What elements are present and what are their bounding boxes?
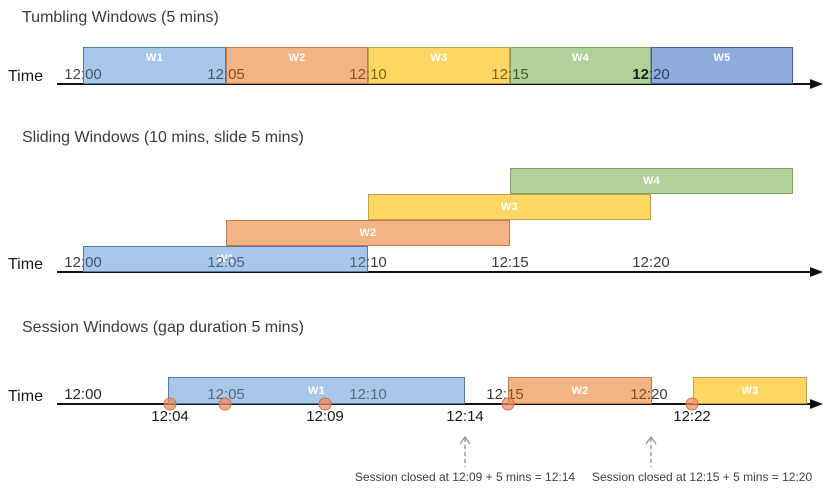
tick-part: :20 <box>648 66 670 83</box>
tick-part: :00 <box>80 66 102 83</box>
tick-part: 12 <box>207 254 224 271</box>
sliding-timeline-arrow-icon <box>810 267 823 277</box>
tick-part: :00 <box>80 254 102 271</box>
tick-label: 12:10 <box>349 386 387 404</box>
session-close-note: Session closed at 12:09 + 5 mins = 12:14 <box>354 470 576 484</box>
window-label: W1 <box>216 253 235 265</box>
tick-part: 12 <box>632 66 649 83</box>
session-timeline-arrow-icon <box>810 399 823 409</box>
sliding-window-w2: W2 <box>226 220 510 246</box>
event-dot <box>318 397 332 411</box>
tick-part: 12 <box>630 386 647 403</box>
tick-label: 12:20 <box>632 66 670 84</box>
session-window-w1: W1 <box>168 377 465 404</box>
tick-part: 12 <box>64 254 81 271</box>
event-dot <box>218 397 232 411</box>
tick-part: :20 <box>646 386 668 403</box>
tick-part: 12 <box>64 66 81 83</box>
event-dot <box>501 397 515 411</box>
tumbling-window-w4: W4 <box>510 47 651 84</box>
window-label: W2 <box>288 52 306 64</box>
tick-part: 12 <box>349 386 366 403</box>
sliding-window-w1: W1 <box>83 246 368 272</box>
tick-part: :05 <box>223 254 245 271</box>
tick-part: :15 <box>507 66 529 83</box>
tick-label: 12:10 <box>349 66 387 84</box>
event-time-label: 12:09 <box>306 408 344 425</box>
tick-part: 12 <box>207 66 224 83</box>
event-dot <box>685 397 699 411</box>
tick-label: 12:15 <box>491 66 529 84</box>
sliding-window-w4: W4 <box>510 168 793 194</box>
tick-part: 12 <box>491 66 508 83</box>
tumbling-timeline <box>57 83 812 85</box>
event-time-label: 12:14 <box>446 408 484 425</box>
window-label: W2 <box>571 384 589 397</box>
window-label: W2 <box>359 227 377 239</box>
tumbling-window-w1: W1 <box>83 47 226 84</box>
tick-part: :10 <box>365 66 387 83</box>
tumbling-window-w2: W2 <box>226 47 368 84</box>
window-label: W4 <box>571 52 590 64</box>
event-time-label: 12:22 <box>673 408 711 425</box>
tick-part: 12 <box>349 254 366 271</box>
tumbling-title: Tumbling Windows (5 mins) <box>22 9 219 26</box>
tick-label: 12:05 <box>207 66 245 84</box>
tick-label: 12:00 <box>64 386 102 404</box>
event-time-label: 12:04 <box>151 408 189 425</box>
tick-part: :10 <box>365 254 387 271</box>
tumbling-window-w3: W3 <box>368 47 510 84</box>
tick-part: :20 <box>648 254 670 271</box>
tick-label: 12:15 <box>491 254 529 272</box>
sliding-title: Sliding Windows (10 mins, slide 5 mins) <box>22 129 304 146</box>
sliding-timeline <box>57 271 812 273</box>
sliding-time-label: Time <box>8 256 43 273</box>
event-dot <box>163 397 177 411</box>
tick-part: :15 <box>507 254 529 271</box>
tick-part: 12 <box>486 386 503 403</box>
window-label: W3 <box>430 52 448 64</box>
session-time-label: Time <box>8 388 43 405</box>
annotation-up-arrow-icon <box>459 435 471 467</box>
session-close-note: Session closed at 12:15 + 5 mins = 12:20 <box>592 470 813 484</box>
tumbling-timeline-arrow-icon <box>810 79 823 89</box>
tick-label: 12:10 <box>349 254 387 272</box>
window-label: W1 <box>145 52 164 64</box>
window-label: W4 <box>642 175 661 187</box>
window-label: W3 <box>500 201 519 213</box>
window-label: W3 <box>741 384 759 397</box>
session-window-w3: W3 <box>693 377 807 404</box>
tick-label: 12:20 <box>630 386 668 404</box>
annotation-up-arrow-icon <box>645 435 657 467</box>
session-timeline <box>57 403 812 405</box>
tick-label: 12:20 <box>632 254 670 272</box>
sliding-window-w3: W3 <box>368 194 651 220</box>
window-label: W1 <box>307 384 326 397</box>
window-label: W5 <box>713 52 731 64</box>
tick-part: 12 <box>64 386 81 403</box>
session-title: Session Windows (gap duration 5 mins) <box>22 319 304 336</box>
tick-part: 12 <box>349 66 366 83</box>
tick-part: :05 <box>223 66 245 83</box>
tick-label: 12:00 <box>64 66 102 84</box>
session-window-w2: W2 <box>508 377 652 404</box>
tick-part: :00 <box>80 386 102 403</box>
tick-part: :10 <box>365 386 387 403</box>
tumbling-window-w5: W5 <box>651 47 793 84</box>
tumbling-time-label: Time <box>8 68 43 85</box>
tick-part: 12 <box>632 254 649 271</box>
tick-part: 12 <box>491 254 508 271</box>
tick-label: 12:00 <box>64 254 102 272</box>
tick-label: 12:05 <box>207 254 245 272</box>
